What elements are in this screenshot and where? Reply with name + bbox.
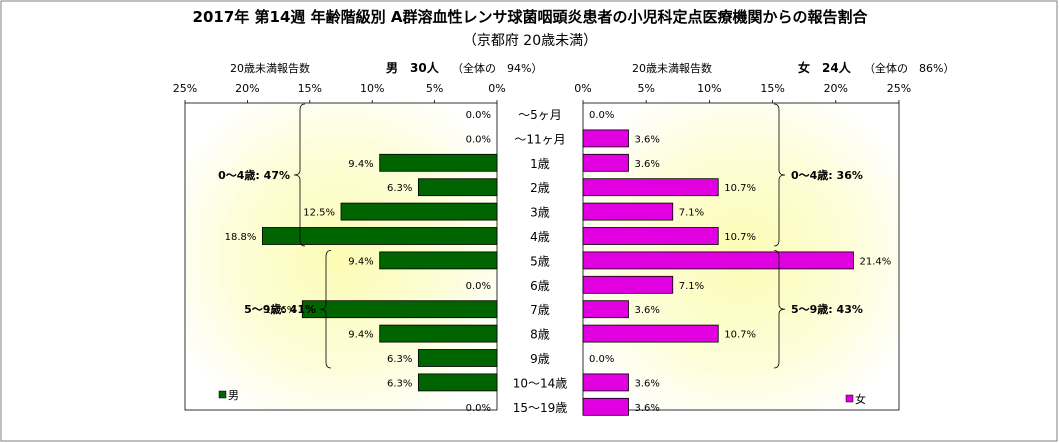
category-label: 9歳 <box>530 352 550 366</box>
male-group-brace <box>293 103 306 247</box>
category-label: 6歳 <box>530 279 550 293</box>
male-legend-label: 男 <box>228 389 239 402</box>
male-axis-tick: 20% <box>235 82 259 95</box>
female-data-label: 10.7% <box>724 330 756 341</box>
female-data-label: 3.6% <box>635 403 660 414</box>
female-data-label: 10.7% <box>724 232 756 243</box>
female-group-label: 0～4歳: 36% <box>791 168 863 182</box>
male-data-label: 9.4% <box>348 159 373 170</box>
male-data-label: 0.0% <box>466 110 491 121</box>
female-axis-tick: 25% <box>887 82 911 95</box>
category-label: 15～19歳 <box>513 401 568 415</box>
female-header-label: 20歳未満報告数 <box>632 62 712 75</box>
category-label: 5歳 <box>530 254 550 268</box>
male-data-label: 18.8% <box>225 232 257 243</box>
female-axis-tick: 15% <box>760 82 784 95</box>
female-bar <box>582 202 674 221</box>
male-bar <box>417 178 498 197</box>
male-data-label: 6.3% <box>387 354 412 365</box>
female-group-label: 5～9歳: 43% <box>791 302 863 316</box>
male-group-label: 0～4歳: 47% <box>218 168 290 182</box>
chart-subtitle: （京都府 20歳未満） <box>463 33 597 49</box>
female-axis-tick: 5% <box>637 82 654 95</box>
male-axis-tick: 15% <box>298 82 322 95</box>
male-data-label: 6.3% <box>387 378 412 389</box>
female-bar <box>582 300 629 319</box>
female-data-label: 0.0% <box>589 354 614 365</box>
male-legend-swatch <box>218 390 227 399</box>
female-bar <box>582 227 719 245</box>
male-data-label: 12.5% <box>303 208 335 219</box>
category-label: 8歳 <box>530 328 550 342</box>
male-bar <box>417 373 498 392</box>
female-data-label: 10.7% <box>724 183 756 194</box>
category-label: ～5ヶ月 <box>518 108 562 122</box>
female-group-brace <box>773 103 786 247</box>
male-data-label: 0.0% <box>466 403 491 414</box>
female-bar <box>582 129 629 148</box>
female-bar <box>582 153 629 172</box>
chart-title: 2017年 第14週 年齢階級別 A群溶血性レンサ球菌咽頭炎患者の小児科定点医療… <box>193 8 869 26</box>
female-axis-tick: 0% <box>574 82 591 95</box>
female-header-note: （全体の 86%） <box>864 61 954 75</box>
female-data-label: 21.4% <box>859 256 891 267</box>
male-data-label: 15.6% <box>265 305 297 316</box>
category-label: 2歳 <box>530 181 550 195</box>
female-data-label: 7.1% <box>679 208 704 219</box>
male-data-label: 9.4% <box>348 256 373 267</box>
female-data-label: 3.6% <box>635 134 660 145</box>
male-header-label: 20歳未満報告数 <box>230 62 310 75</box>
category-label: 1歳 <box>530 157 550 171</box>
female-bar <box>582 275 674 294</box>
male-bar <box>261 227 498 245</box>
male-axis-tick: 25% <box>173 82 197 95</box>
female-bar <box>582 324 719 343</box>
female-header-count: 女 24人 <box>798 60 852 75</box>
male-bar <box>379 153 498 172</box>
female-data-label: 3.6% <box>635 378 660 389</box>
male-bar <box>379 251 498 270</box>
female-group-brace <box>773 250 786 369</box>
female-data-label: 0.0% <box>589 110 614 121</box>
male-bar <box>379 324 498 343</box>
female-data-label: 7.1% <box>679 281 704 292</box>
category-label: 10～14歳 <box>513 376 568 390</box>
category-label: 7歳 <box>530 303 550 317</box>
category-label: 4歳 <box>530 230 550 244</box>
female-bar <box>582 251 854 270</box>
male-bar <box>340 202 498 221</box>
female-data-label: 3.6% <box>635 159 660 170</box>
male-group-label: 5～9歳: 41% <box>244 302 316 316</box>
male-header-count: 男 30人 <box>386 60 440 75</box>
male-axis-tick: 5% <box>426 82 443 95</box>
male-axis-tick: 0% <box>488 82 505 95</box>
female-bar <box>582 373 629 392</box>
female-axis-tick: 10% <box>697 82 721 95</box>
female-bar <box>582 397 629 416</box>
female-bar <box>582 178 719 197</box>
female-legend-swatch <box>845 394 854 403</box>
male-data-label: 9.4% <box>348 330 373 341</box>
male-data-label: 0.0% <box>466 134 491 145</box>
female-axis-tick: 20% <box>824 82 848 95</box>
male-bar <box>301 300 498 319</box>
male-data-label: 6.3% <box>387 183 412 194</box>
female-legend-label: 女 <box>855 392 866 406</box>
female-data-label: 3.6% <box>635 305 660 316</box>
male-group-brace <box>319 250 332 369</box>
male-axis-tick: 10% <box>360 82 384 95</box>
category-label: ～11ヶ月 <box>514 132 565 146</box>
male-header-note: （全体の 94%） <box>452 61 542 75</box>
male-bar <box>417 349 498 367</box>
male-data-label: 0.0% <box>466 281 491 292</box>
category-label: 3歳 <box>530 206 550 220</box>
